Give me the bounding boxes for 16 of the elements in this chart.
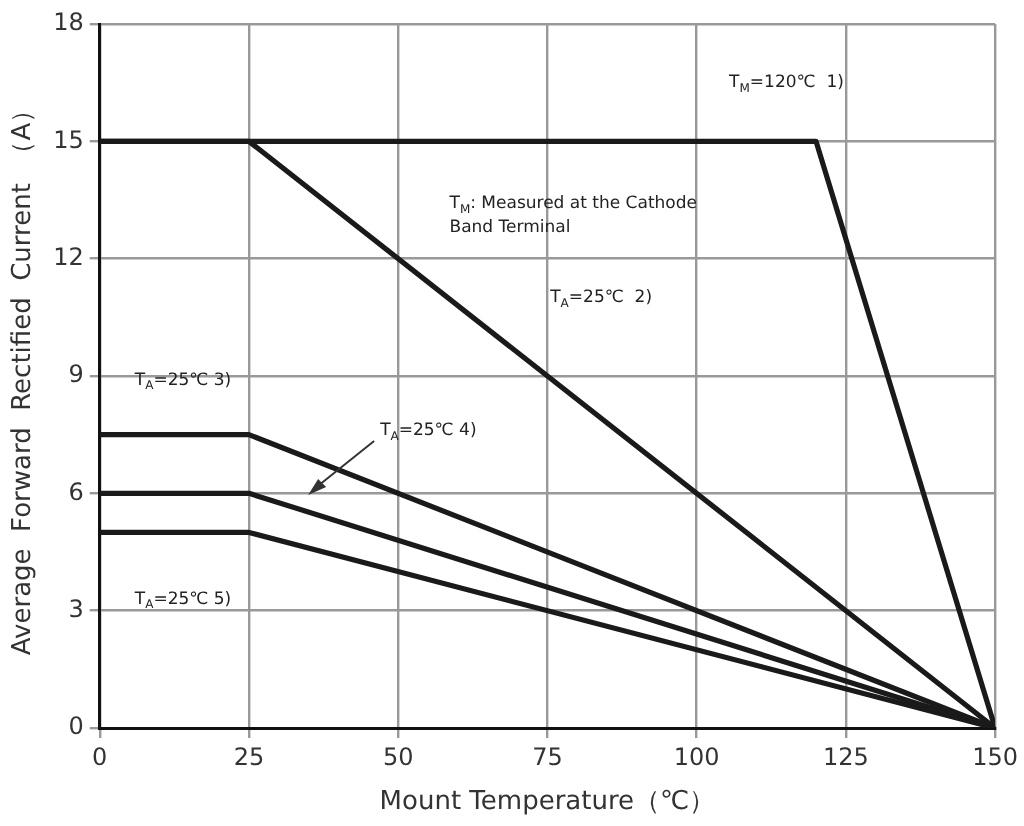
x-tick-label: 75 — [532, 742, 563, 771]
x-tick-label: 25 — [233, 742, 265, 771]
x-tick-label: 125 — [822, 742, 869, 771]
x-tick-label: 100 — [673, 742, 720, 771]
y-tick-label: 18 — [53, 8, 84, 37]
y-tick-label: 3 — [68, 594, 84, 623]
y-axis-title: Average Forward Rectified Current （A） — [8, 96, 39, 656]
y-tick-label: 12 — [53, 242, 84, 271]
y-tick-label: 0 — [68, 712, 84, 741]
x-tick-label: 0 — [92, 742, 108, 771]
y-tick-label: 9 — [68, 360, 84, 389]
y-tick-label: 6 — [68, 477, 84, 506]
y-tick-label: 15 — [53, 125, 84, 154]
x-axis-title: Mount Temperature（℃） — [379, 787, 716, 818]
x-tick-label: 150 — [972, 742, 1018, 771]
x-tick-label: 50 — [382, 742, 414, 771]
